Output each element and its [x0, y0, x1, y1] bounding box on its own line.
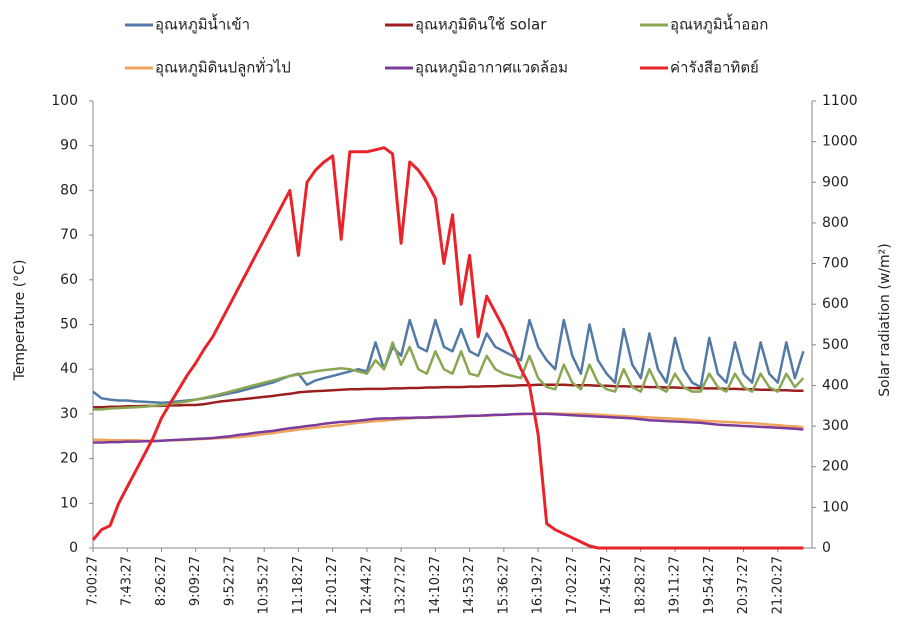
series-line [93, 341, 805, 411]
y-tick-label: 80 [60, 182, 78, 198]
x-tick-label: 15:36:27 [496, 556, 511, 614]
series-line [93, 383, 804, 409]
y-tick-label: 0 [69, 540, 78, 556]
y-tick-label: 20 [60, 451, 78, 467]
legend-label: อุณหภูมิดินใช้ solar [415, 16, 547, 35]
x-tick-label: 11:18:27 [291, 556, 306, 614]
y2-tick-label: 800 [822, 215, 849, 231]
x-tick-label: 10:35:27 [257, 556, 272, 614]
x-tick-label: 17:02:27 [565, 556, 580, 614]
y-tick-label: 60 [60, 272, 78, 288]
x-tick-label: 9:09:27 [188, 556, 203, 606]
y2-tick-label: 500 [822, 337, 849, 353]
x-tick-label: 13:27:27 [394, 556, 409, 614]
x-tick-label: 17:45:27 [599, 556, 614, 614]
x-tick-label: 19:11:27 [668, 556, 683, 614]
y-axis-label: Temperature (°C) [12, 260, 28, 382]
legend-label: อุณหภูมิน้ำออก [670, 14, 768, 35]
x-tick-label: 7:43:27 [120, 556, 135, 606]
y2-tick-label: 400 [822, 377, 849, 393]
x-tick-label: 9:52:27 [222, 556, 237, 606]
y2-tick-label: 100 [822, 499, 849, 515]
legend-label: อุณหภูมิน้ำเข้า [155, 14, 250, 35]
x-tick-label: 7:00:27 [86, 556, 101, 606]
series-line [92, 318, 805, 404]
x-tick-label: 12:01:27 [325, 556, 340, 614]
y-tick-label: 50 [60, 317, 78, 333]
legend-label: ค่ารังสีอาทิตย์ [670, 59, 759, 77]
y2-tick-label: 0 [822, 540, 831, 556]
x-tick-label: 14:53:27 [462, 556, 477, 614]
y-tick-label: 40 [60, 361, 78, 377]
y2-tick-label: 900 [822, 174, 849, 190]
y2-tick-label: 700 [822, 256, 849, 272]
series-line [91, 146, 804, 550]
y-tick-label: 70 [60, 227, 78, 243]
y-tick-label: 90 [60, 138, 78, 154]
legend-label: อุณหภูมิอากาศแวดล้อม [415, 59, 568, 78]
y2-tick-label: 600 [822, 296, 849, 312]
x-tick-label: 21:20:27 [770, 556, 785, 614]
x-tick-label: 16:19:27 [531, 556, 546, 614]
y2-tick-label: 300 [822, 418, 849, 434]
y2-tick-label: 1100 [822, 93, 858, 109]
y2-axis-label: Solar radiation (w/m²) [877, 243, 893, 396]
series-line [93, 412, 804, 444]
y2-tick-label: 200 [822, 459, 849, 475]
x-tick-label: 18:28:27 [633, 556, 648, 614]
y-tick-label: 10 [60, 495, 78, 511]
x-tick-label: 20:37:27 [736, 556, 751, 614]
y2-tick-label: 1000 [822, 134, 858, 150]
x-tick-label: 14:10:27 [428, 556, 443, 614]
y-tick-label: 30 [60, 406, 78, 422]
legend-label: อุณหภูมิดินปลูกทั่วไป [155, 57, 291, 78]
x-tick-label: 12:44:27 [359, 556, 374, 614]
y-tick-label: 100 [51, 93, 78, 109]
x-tick-label: 19:54:27 [702, 556, 717, 614]
x-tick-label: 8:26:27 [154, 556, 169, 606]
